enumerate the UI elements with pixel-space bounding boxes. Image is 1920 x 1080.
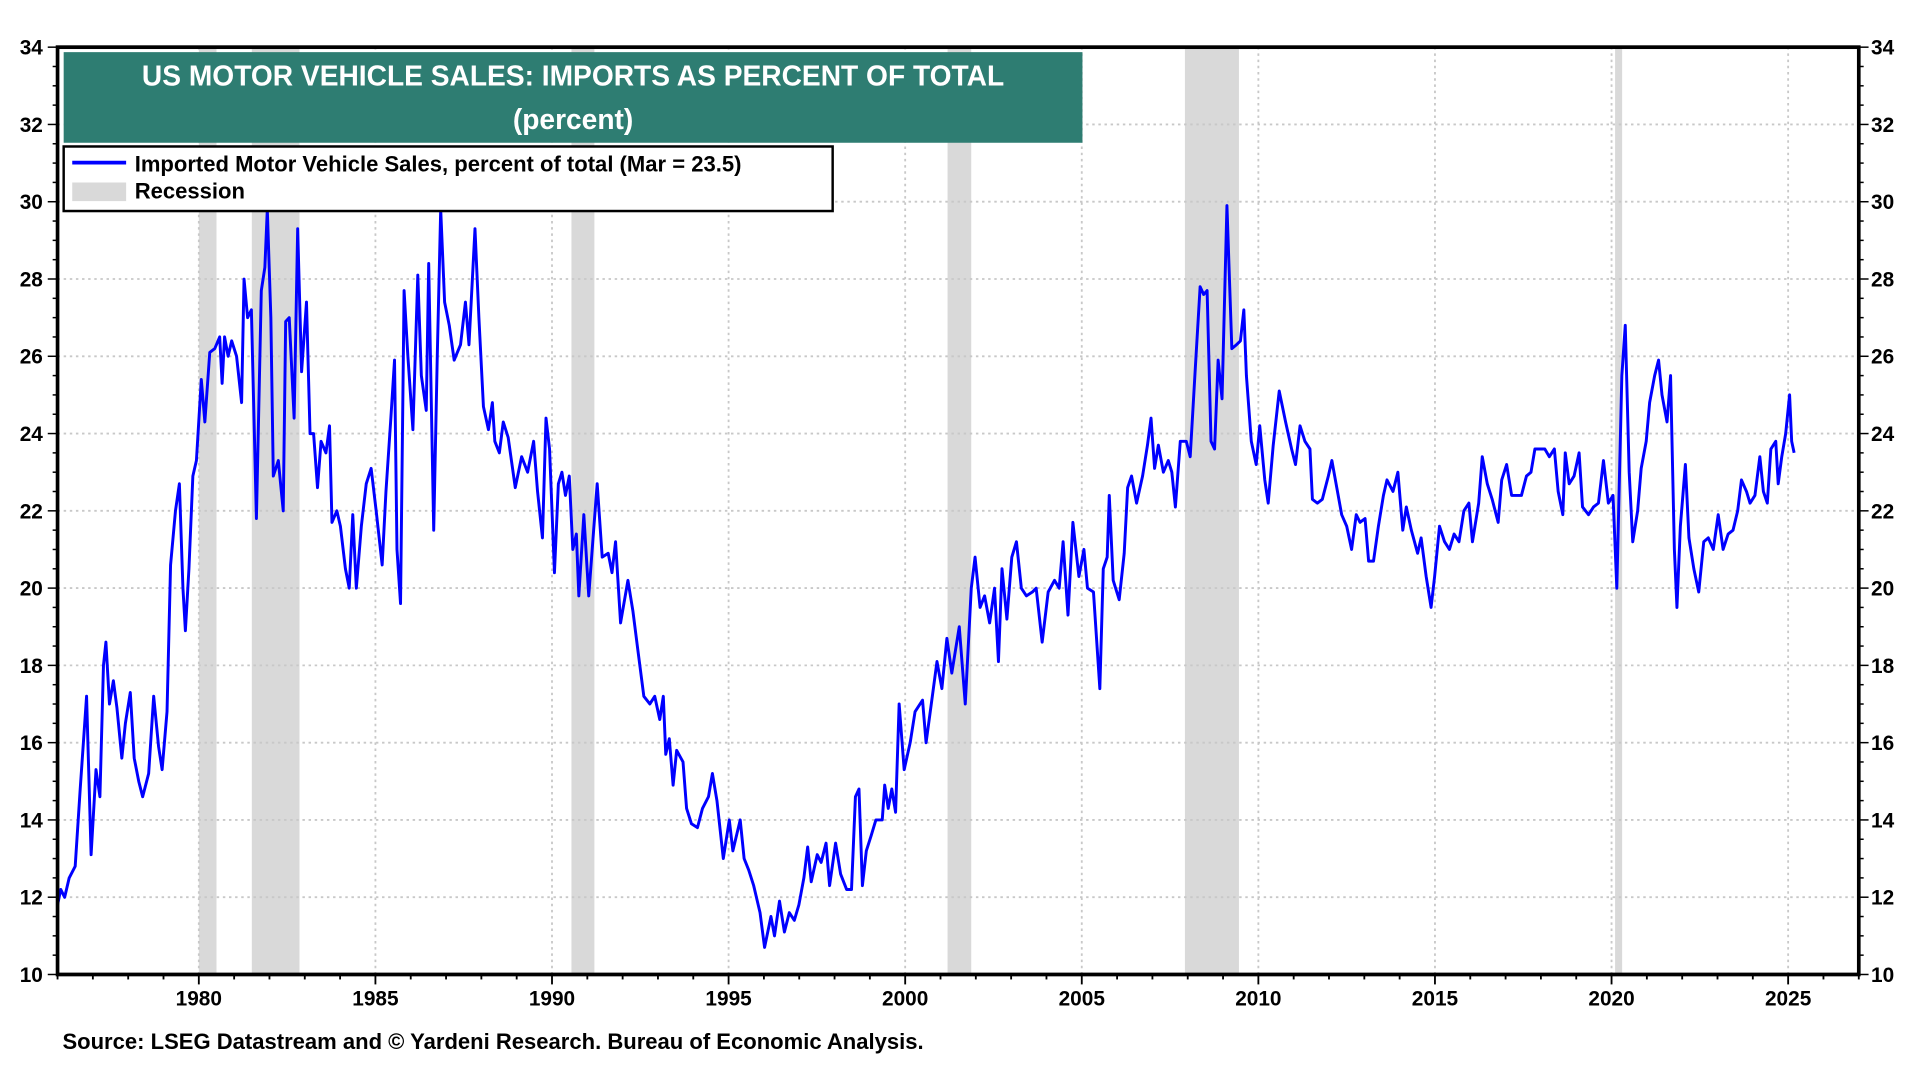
source-note: Source: LSEG Datastream and © Yardeni Re…: [62, 1029, 923, 1054]
y-tick-label-right: 10: [1871, 964, 1894, 987]
x-tick-label: 2025: [1765, 987, 1812, 1010]
y-tick-label-right: 28: [1871, 268, 1894, 291]
title-box: US MOTOR VEHICLE SALES: IMPORTS AS PERCE…: [63, 52, 1083, 143]
y-tick-label-right: 16: [1871, 732, 1894, 755]
y-tick-label-left: 10: [20, 964, 43, 987]
x-tick-label: 2005: [1059, 987, 1106, 1010]
y-tick-label-right: 32: [1871, 114, 1894, 137]
title-background: [63, 52, 1083, 143]
legend: Imported Motor Vehicle Sales, percent of…: [62, 145, 834, 213]
x-tick-label: 1985: [352, 987, 399, 1010]
x-tick-label: 2020: [1588, 987, 1634, 1010]
y-tick-label-left: 22: [20, 500, 43, 523]
x-tick-label: 2015: [1412, 987, 1459, 1010]
legend-label-series: Imported Motor Vehicle Sales, percent of…: [135, 151, 742, 176]
y-tick-label-left: 32: [20, 114, 43, 137]
y-tick-label-left: 16: [20, 732, 43, 755]
legend-swatch-recession: [72, 182, 127, 202]
chart-title: US MOTOR VEHICLE SALES: IMPORTS AS PERCE…: [142, 60, 1004, 92]
y-tick-label-right: 12: [1871, 887, 1894, 910]
y-axis-right-labels: 10 12 14 16 18 20 22 24 26 28 30 32 34: [1871, 36, 1894, 986]
y-tick-label-left: 24: [20, 423, 43, 446]
y-tick-label-right: 22: [1871, 500, 1894, 523]
y-tick-label-left: 34: [20, 36, 43, 59]
x-tick-label: 1995: [705, 987, 752, 1010]
x-tick-label: 1980: [176, 987, 222, 1010]
chart-subtitle: (percent): [513, 104, 633, 136]
x-tick-label: 2010: [1235, 987, 1281, 1010]
y-tick-label-left: 26: [20, 346, 43, 369]
y-tick-label-right: 14: [1871, 809, 1894, 832]
y-tick-label-left: 18: [20, 655, 43, 678]
y-tick-label-right: 18: [1871, 655, 1894, 678]
recession-band: [1184, 47, 1239, 975]
y-tick-label-left: 30: [20, 191, 43, 214]
y-tick-label-right: 26: [1871, 346, 1894, 369]
x-tick-label: 1990: [529, 987, 575, 1010]
y-tick-label-right: 20: [1871, 577, 1894, 600]
y-tick-label-left: 20: [20, 577, 43, 600]
y-tick-label-right: 34: [1871, 36, 1894, 59]
y-tick-label-right: 30: [1871, 191, 1894, 214]
series-line-imported-vehicle-sales: [56, 204, 1796, 949]
x-axis-labels: 1980 1985 1990 1995 2000 2005 2010 2015 2020 2025: [176, 987, 1812, 1010]
y-tick-label-left: 14: [20, 809, 43, 832]
recession-band: [571, 47, 595, 975]
y-tick-label-left: 28: [20, 268, 43, 291]
y-axis-left-labels: 10 12 14 16 18 20 22 24 26 28 30 32 34: [20, 36, 43, 986]
legend-label-recession: Recession: [135, 178, 245, 203]
axis-ticks: [47, 46, 1869, 985]
y-tick-label-left: 12: [20, 887, 43, 910]
x-tick-label: 2000: [882, 987, 928, 1010]
y-tick-label-right: 24: [1871, 423, 1894, 446]
